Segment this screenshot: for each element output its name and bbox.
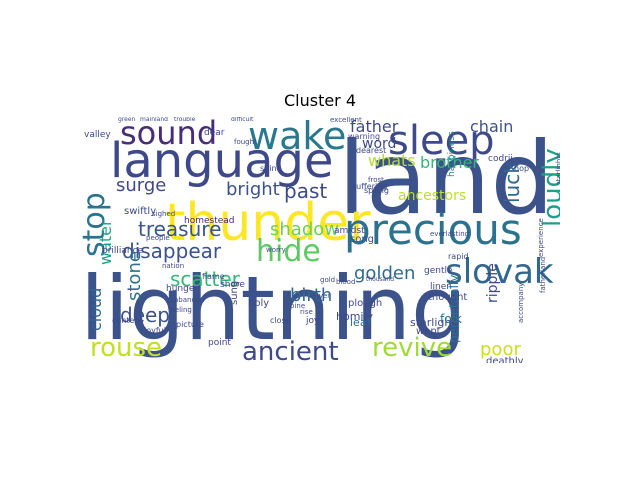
cloud-word: homily: [336, 310, 374, 323]
figure-title: Cluster 4: [283, 91, 357, 110]
cloud-word: hop: [514, 164, 530, 173]
cloud-word: treasure: [138, 217, 222, 241]
cloud-word: stone: [124, 251, 145, 301]
cloud-word: song: [350, 234, 375, 245]
cloud-word: past: [284, 179, 328, 203]
cloud-word: experience: [537, 218, 545, 257]
cloud-word: deathly: [486, 356, 524, 364]
cloud-word: codrii: [488, 154, 513, 164]
cloud-word: suffering: [352, 182, 388, 191]
cloud-word: close: [270, 316, 291, 325]
cloud-word: amidst: [334, 226, 365, 236]
cloud-word: gold: [320, 276, 336, 284]
cloud-word: dear: [204, 128, 225, 138]
cloud-word: people: [146, 234, 170, 242]
cloud-word: warning: [348, 132, 381, 141]
cloud-word: shadow: [270, 219, 339, 240]
cloud-word: thunder: [165, 193, 371, 253]
cloud-word: poor: [480, 339, 521, 360]
cloud-word: slovak: [445, 252, 554, 292]
cloud-word: revive: [372, 333, 453, 363]
cloud-word: sung: [229, 280, 240, 305]
cloud-word: mainland: [140, 117, 168, 123]
cloud-word: abandon: [174, 296, 205, 304]
cloud-word: joyful: [144, 326, 166, 335]
cloud-word: sleep: [388, 118, 495, 164]
cloud-word: flame: [202, 272, 225, 281]
cloud-word: deep: [120, 303, 170, 327]
cloud-word: brother: [420, 153, 480, 172]
cloud-word: water: [96, 219, 115, 265]
cloud-word: hunger: [166, 284, 199, 294]
cloud-word: content: [112, 316, 143, 325]
cloud-word: hide: [256, 234, 321, 269]
cloud-word: language: [110, 133, 334, 189]
cloud-word: wake: [248, 117, 347, 158]
cloud-word: holy: [248, 298, 270, 309]
cloud-word: precious: [344, 205, 522, 254]
cloud-word: swiftly: [124, 206, 157, 217]
cloud-word: thousand: [366, 276, 395, 283]
cloud-word: golden: [354, 263, 416, 284]
cloud-word: rise: [300, 308, 313, 316]
cloud-word: point: [208, 338, 231, 348]
cloud-word: spring: [364, 186, 389, 195]
cloud-word: disappear: [122, 239, 222, 263]
cloud-word: excellent: [330, 117, 362, 124]
word-cloud: lightning land language thunder precious slee…: [80, 117, 560, 363]
cloud-word: land: [338, 120, 554, 237]
cloud-word: shore: [220, 280, 245, 290]
cloud-word: dearest: [356, 146, 387, 155]
cloud-word: valley: [84, 130, 111, 140]
cloud-word: ripple: [485, 263, 501, 303]
cloud-word: river: [314, 292, 331, 300]
cloud-word: birth: [290, 285, 333, 306]
cloud-word: pine: [290, 302, 306, 310]
cloud-word: folk: [440, 312, 462, 326]
cloud-word: whats: [368, 151, 416, 170]
cloud-word: homestead: [184, 216, 235, 226]
cloud-word: ancient: [242, 337, 339, 363]
cloud-word: gentle: [424, 266, 453, 276]
cloud-word: rapid: [448, 252, 469, 261]
cloud-word: fatherland: [539, 256, 547, 293]
cloud-word: starlights: [555, 152, 560, 185]
cloud-word: lightning: [80, 257, 467, 360]
cloud-word: sighed: [152, 210, 176, 218]
cloud-word: feeling: [168, 306, 192, 314]
cloud-word: scatter: [170, 267, 240, 291]
cloud-word: sound: [120, 117, 218, 152]
cloud-word: leaf: [350, 316, 371, 329]
cloud-word: accompany: [517, 282, 525, 323]
cloud-word: chain: [470, 117, 514, 136]
cloud-word: bright: [226, 179, 280, 200]
cloud-word: wept: [416, 326, 441, 337]
cloud-word: linen: [430, 282, 452, 292]
cloud-word: word: [362, 136, 397, 152]
cloud-word: fought: [234, 138, 257, 146]
cloud-word: joy: [306, 316, 320, 326]
cloud-word: happiness: [447, 131, 457, 177]
cloud-word: rouse: [90, 333, 163, 363]
cloud-word: worry: [266, 246, 286, 254]
cloud-word: blood: [336, 278, 356, 286]
cloud-word: brilliance: [102, 246, 144, 256]
cloud-word: difficult: [231, 117, 254, 123]
cloud-word: surge: [116, 175, 167, 196]
cloud-word: trouble: [174, 117, 196, 123]
cloud-word: picture: [176, 320, 204, 329]
cloud-word: thought: [428, 292, 468, 303]
cloud-word: everlasting: [430, 230, 470, 238]
cloud-word: shine: [260, 164, 282, 173]
cloud-word: starlight: [410, 316, 456, 329]
cloud-word: frost: [368, 176, 384, 184]
cloud-word: green: [118, 117, 136, 123]
cloud-word: cloud: [86, 287, 105, 331]
cloud-word: nation: [162, 262, 185, 270]
cloud-word: ancestors: [398, 188, 467, 204]
cloud-word: plough: [348, 298, 383, 309]
cloud-word: father: [350, 117, 399, 136]
